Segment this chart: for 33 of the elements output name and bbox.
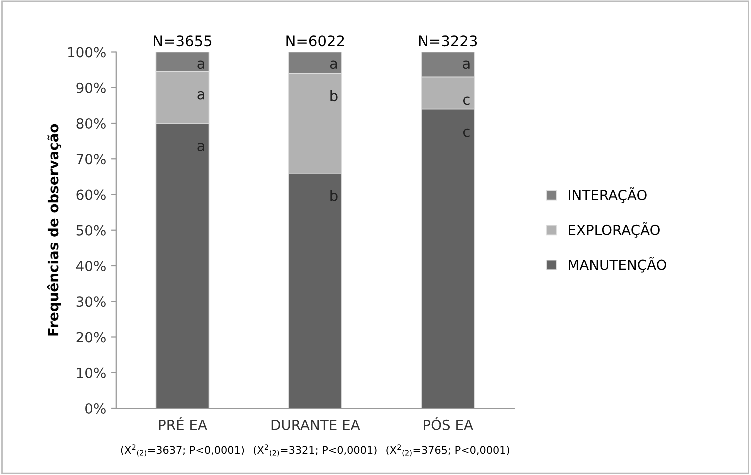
y-tick-label: 40% — [76, 260, 106, 272]
y-tick-label: 0% — [86, 403, 106, 414]
annotation: a — [198, 143, 204, 152]
legend-label: INTERAÇÃO — [569, 188, 647, 203]
x-tick-label: PRÉ EA — [159, 417, 208, 430]
text: (X$^{2}$$_{(2)}$=3321; P<0,0001) — [254, 444, 377, 457]
annotation: c — [463, 128, 470, 138]
y-tick-label: 60% — [76, 190, 106, 200]
x-tick-label: PÓS EA — [424, 417, 474, 430]
annotation: a — [463, 60, 470, 70]
y-tick-label: 10% — [77, 368, 106, 378]
y-tick-label: 100% — [68, 47, 106, 58]
y-tick-label: 80% — [76, 118, 106, 129]
annotation: b — [330, 90, 338, 102]
x-tick-label: DURANTE EA — [272, 420, 360, 430]
annotation: c — [463, 96, 470, 106]
y-tick-label: 50% — [76, 225, 106, 236]
annotation: a — [198, 60, 204, 70]
legend-label: EXPLORAÇÃO — [569, 222, 660, 238]
annotation: a — [198, 91, 204, 100]
y-tick-label: 20% — [76, 332, 106, 343]
y-axis-title: Frequências de observação — [47, 124, 62, 336]
y-tick-label: 30% — [76, 296, 106, 308]
text: (X$^{2}$$_{(2)}$=3765; P<0,0001) — [386, 444, 510, 457]
annotation: b — [330, 190, 338, 202]
text: (X$^{2}$$_{(2)}$=3637; P<0,0001) — [121, 444, 244, 457]
legend-label: MANUTENÇÃO — [569, 257, 666, 273]
annotation: N=6022 — [286, 36, 344, 47]
annotation: N=3655 — [154, 36, 212, 47]
y-tick-label: 90% — [76, 82, 106, 94]
annotation: N=3223 — [419, 36, 478, 47]
annotation: a — [330, 60, 338, 70]
y-tick-label: 70% — [76, 154, 106, 165]
